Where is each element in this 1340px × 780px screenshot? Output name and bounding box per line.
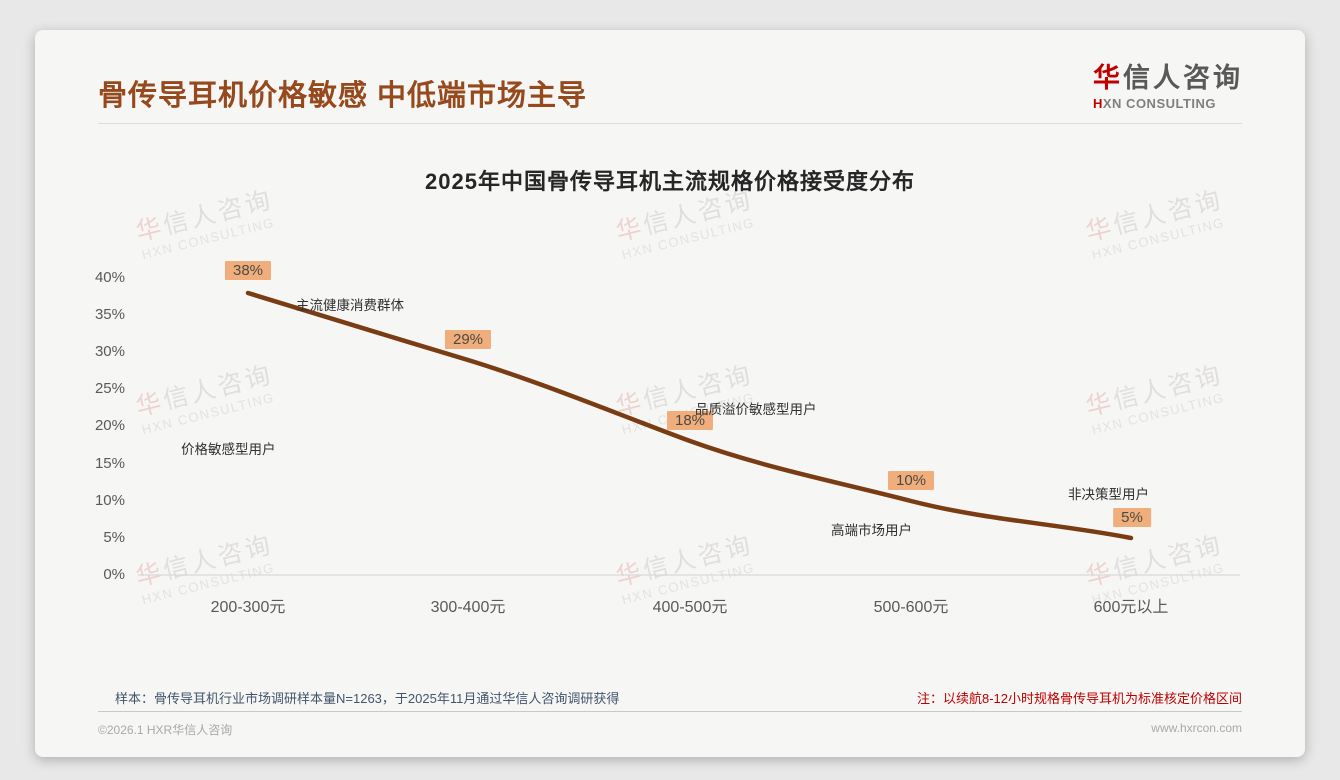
- x-tick: 600元以上: [1093, 599, 1169, 616]
- x-tick: 400-500元: [652, 599, 728, 616]
- logo-en-text: HXN CONSULTING: [1093, 96, 1243, 111]
- y-tick: 40%: [94, 269, 125, 286]
- line-chart-canvas: [138, 290, 1240, 576]
- annotation: 主流健康消费群体: [296, 298, 404, 313]
- chart-title: 2025年中国骨传导耳机主流规格价格接受度分布: [425, 169, 915, 194]
- logo-cn-first: 华: [1093, 63, 1123, 93]
- data-label: 5%: [1113, 508, 1151, 527]
- annotation: 价格敏感型用户: [181, 442, 276, 457]
- website-url: www.hxrcon.com: [1151, 721, 1242, 735]
- y-tick: 0%: [103, 566, 125, 583]
- price-basis-note: 注：以续航8-12小时规格骨传导耳机为标准核定价格区间: [916, 691, 1242, 706]
- logo-en-rest: XN CONSULTING: [1102, 96, 1217, 111]
- page-title: 骨传导耳机价格敏感 中低端市场主导: [98, 80, 588, 112]
- header-divider: [98, 123, 1242, 124]
- y-tick: 25%: [94, 380, 125, 397]
- footer-divider: [98, 711, 1242, 712]
- x-tick: 500-600元: [873, 599, 949, 616]
- y-tick: 5%: [103, 529, 125, 546]
- y-tick: 20%: [94, 417, 125, 434]
- company-logo: 华信人咨询 HXN CONSULTING: [1093, 56, 1243, 111]
- y-tick: 30%: [94, 343, 125, 360]
- data-label: 10%: [887, 471, 935, 490]
- annotation: 品质溢价敏感型用户: [695, 402, 817, 417]
- acceptance-line-series: [245, 290, 1134, 541]
- logo-cn-text: 华信人咨询: [1093, 56, 1243, 95]
- logo-en-first: H: [1093, 96, 1103, 111]
- y-tick: 10%: [94, 492, 125, 509]
- x-tick: 200-300元: [210, 599, 286, 616]
- x-tick: 300-400元: [430, 599, 506, 616]
- copyright-text: ©2026.1 HXR华信人咨询: [98, 723, 233, 737]
- logo-cn-rest: 信人咨询: [1123, 63, 1243, 93]
- annotation: 非决策型用户: [1068, 487, 1149, 502]
- data-label: 18%: [666, 411, 714, 430]
- data-label: 38%: [224, 261, 272, 280]
- sample-note: 样本：骨传导耳机行业市场调研样本量N=1263，于2025年11月通过华信人咨询…: [115, 691, 620, 706]
- y-tick: 35%: [94, 306, 125, 323]
- annotation: 高端市场用户: [831, 523, 912, 538]
- data-label: 29%: [444, 330, 492, 349]
- report-card: 华信人咨询 HXN CONSULTING 华信人咨询 HXN CONSULTIN…: [35, 30, 1305, 757]
- y-tick: 15%: [94, 455, 125, 472]
